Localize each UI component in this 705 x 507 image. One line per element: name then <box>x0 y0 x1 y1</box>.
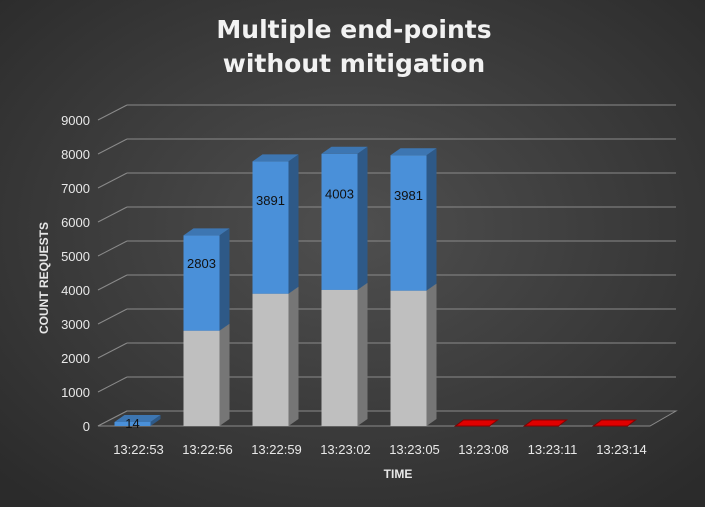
x-axis-ticks: 13:22:53 13:22:56 13:22:59 13:23:02 13:23:05… <box>113 442 647 457</box>
gridline-side <box>97 172 128 189</box>
data-label: 4003 <box>325 187 354 202</box>
bar-side <box>426 148 437 291</box>
bar-segment <box>390 155 427 291</box>
bar-segment <box>454 419 499 427</box>
x-axis-title: TIME <box>384 467 413 481</box>
x-tick-label: 13:22:59 <box>251 442 302 457</box>
y-tick-label: 1000 <box>61 385 90 400</box>
data-labels: 14 2803 3891 4003 3981 <box>125 187 423 431</box>
bar-segment <box>252 161 289 294</box>
x-tick-label: 13:23:11 <box>528 442 578 457</box>
y-tick-label: 4000 <box>61 283 90 298</box>
gridline-side <box>97 104 128 121</box>
x-tick-label: 13:23:08 <box>458 442 509 457</box>
bar-segment <box>183 330 220 426</box>
bar-side <box>426 283 437 426</box>
data-label: 3981 <box>394 188 423 203</box>
chart-title-line-1: Multiple end-points <box>216 15 491 44</box>
bar-segment <box>183 235 220 331</box>
bar-segment <box>390 290 427 426</box>
gridline-side <box>97 342 128 359</box>
bar-top <box>390 148 437 156</box>
gridline-side <box>97 206 128 223</box>
bar-side <box>288 154 299 294</box>
bar-top <box>321 146 368 154</box>
data-label: 14 <box>125 416 139 431</box>
bar-side <box>357 282 368 426</box>
bar-side <box>219 323 230 426</box>
y-tick-label: 9000 <box>61 113 90 128</box>
bar-side <box>357 146 368 290</box>
x-tick-label: 13:22:56 <box>182 442 233 457</box>
bar-top <box>114 415 161 422</box>
y-tick-label: 5000 <box>61 249 90 264</box>
data-label: 3891 <box>256 193 285 208</box>
gridline-side <box>97 274 128 291</box>
bar-segment <box>321 289 358 426</box>
bar-top <box>252 154 299 162</box>
y-tick-label: 6000 <box>61 215 90 230</box>
x-tick-label: 13:22:53 <box>113 442 164 457</box>
bar-segment <box>592 419 637 427</box>
y-axis-ticks: 0 1000 2000 3000 4000 5000 6000 7000 8000 9000 <box>61 113 90 434</box>
y-tick-label: 8000 <box>61 147 90 162</box>
x-tick-label: 13:23:05 <box>389 442 440 457</box>
gridline-side <box>97 138 128 155</box>
bar-segment <box>252 293 289 426</box>
data-label: 2803 <box>187 256 216 271</box>
bar-side <box>150 415 161 426</box>
x-tick-label: 13:23:14 <box>596 442 647 457</box>
bar-side <box>288 286 299 426</box>
bars <box>114 146 637 427</box>
bar-segment <box>321 153 358 290</box>
y-tick-label: 0 <box>83 419 90 434</box>
y-axis-title: COUNT REQUESTS <box>37 222 51 334</box>
y-tick-label: 3000 <box>61 317 90 332</box>
bar-segment <box>114 422 151 426</box>
y-tick-label: 2000 <box>61 351 90 366</box>
gridline-side <box>97 308 128 325</box>
bar-side <box>219 228 230 331</box>
bar-segment <box>523 419 568 427</box>
y-tick-label: 7000 <box>61 181 90 196</box>
gridline-side <box>97 240 128 257</box>
bar-top <box>183 228 230 236</box>
chart-title-line-2: without mitigation <box>223 49 485 78</box>
gridline-side <box>97 376 128 393</box>
x-tick-label: 13:23:02 <box>320 442 371 457</box>
